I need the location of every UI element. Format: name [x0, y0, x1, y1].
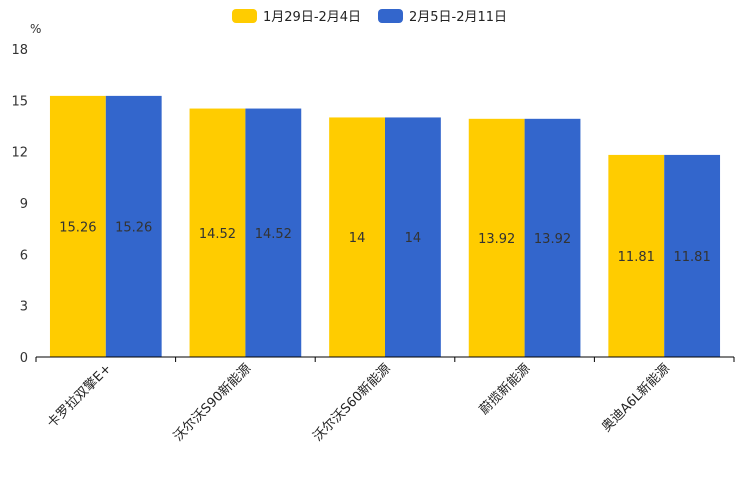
- y-tick-label: 0: [20, 351, 28, 366]
- data-label: 15.26: [59, 220, 96, 235]
- bar-2: [664, 154, 721, 357]
- bar-1: [189, 108, 246, 358]
- x-tick-label: 奥迪A6L新能源: [598, 361, 673, 436]
- data-label: 14: [405, 231, 422, 246]
- bar-2: [105, 95, 162, 357]
- data-label: 13.92: [478, 232, 515, 247]
- data-label: 14: [349, 231, 366, 246]
- y-tick-label: 9: [20, 197, 28, 212]
- bar-1: [329, 117, 385, 357]
- bar-1: [49, 95, 106, 357]
- y-tick-label: 6: [20, 248, 28, 263]
- data-label: 14.52: [255, 227, 292, 242]
- bar-2: [245, 108, 302, 358]
- legend-label-2: 2月5日-2月11日: [409, 10, 507, 25]
- bar-1: [468, 118, 525, 358]
- data-label: 11.81: [674, 250, 711, 265]
- bar-1: [608, 154, 665, 357]
- y-tick-label: 3: [20, 300, 28, 315]
- data-label: 15.26: [115, 220, 152, 235]
- data-label: 11.81: [618, 250, 655, 265]
- y-tick-label: 12: [11, 146, 28, 161]
- y-tick-label: 18: [11, 43, 28, 58]
- x-tick-label: 沃尔沃S90新能源: [170, 361, 254, 445]
- legend-label-1: 1月29日-2月4日: [263, 10, 361, 25]
- legend-swatch-2: [378, 9, 403, 23]
- data-label: 13.92: [534, 232, 571, 247]
- bar-2: [524, 118, 581, 358]
- x-tick-label: 蔚揽新能源: [476, 361, 533, 418]
- y-tick-label: 15: [11, 94, 28, 109]
- data-label: 14.52: [199, 227, 236, 242]
- x-tick-label: 沃尔沃S60新能源: [310, 361, 394, 445]
- legend-swatch-1: [232, 9, 257, 23]
- bar-2: [385, 117, 441, 357]
- x-tick-label: 卡罗拉双擎E+: [45, 361, 115, 431]
- y-axis-label: %: [30, 22, 41, 36]
